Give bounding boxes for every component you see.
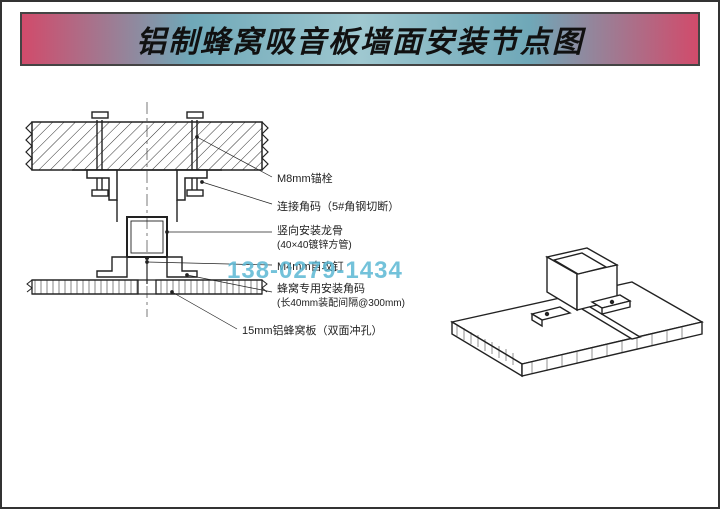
watermark-phone: 138-0279-1434 — [227, 257, 403, 285]
title-text: 铝制蜂窝吸音板墙面安装节点图 — [136, 17, 584, 61]
label-clip: 蜂窝专用安装角码 (长40mm装配间隔@300mm) — [277, 282, 405, 311]
label-keel: 竖向安装龙骨 (40×40镀锌方管) — [277, 224, 352, 253]
title-bar: 铝制蜂窝吸音板墙面安装节点图 — [20, 12, 700, 66]
diagram-area: 138-0279-1434 — [2, 82, 718, 507]
label-panel: 15mm铝蜂窝板（双面冲孔） — [242, 324, 383, 338]
isometric-drawing — [432, 142, 720, 442]
label-anchor: M8mm锚栓 — [277, 172, 333, 186]
label-bracket: 连接角码（5#角钢切断） — [277, 200, 399, 214]
